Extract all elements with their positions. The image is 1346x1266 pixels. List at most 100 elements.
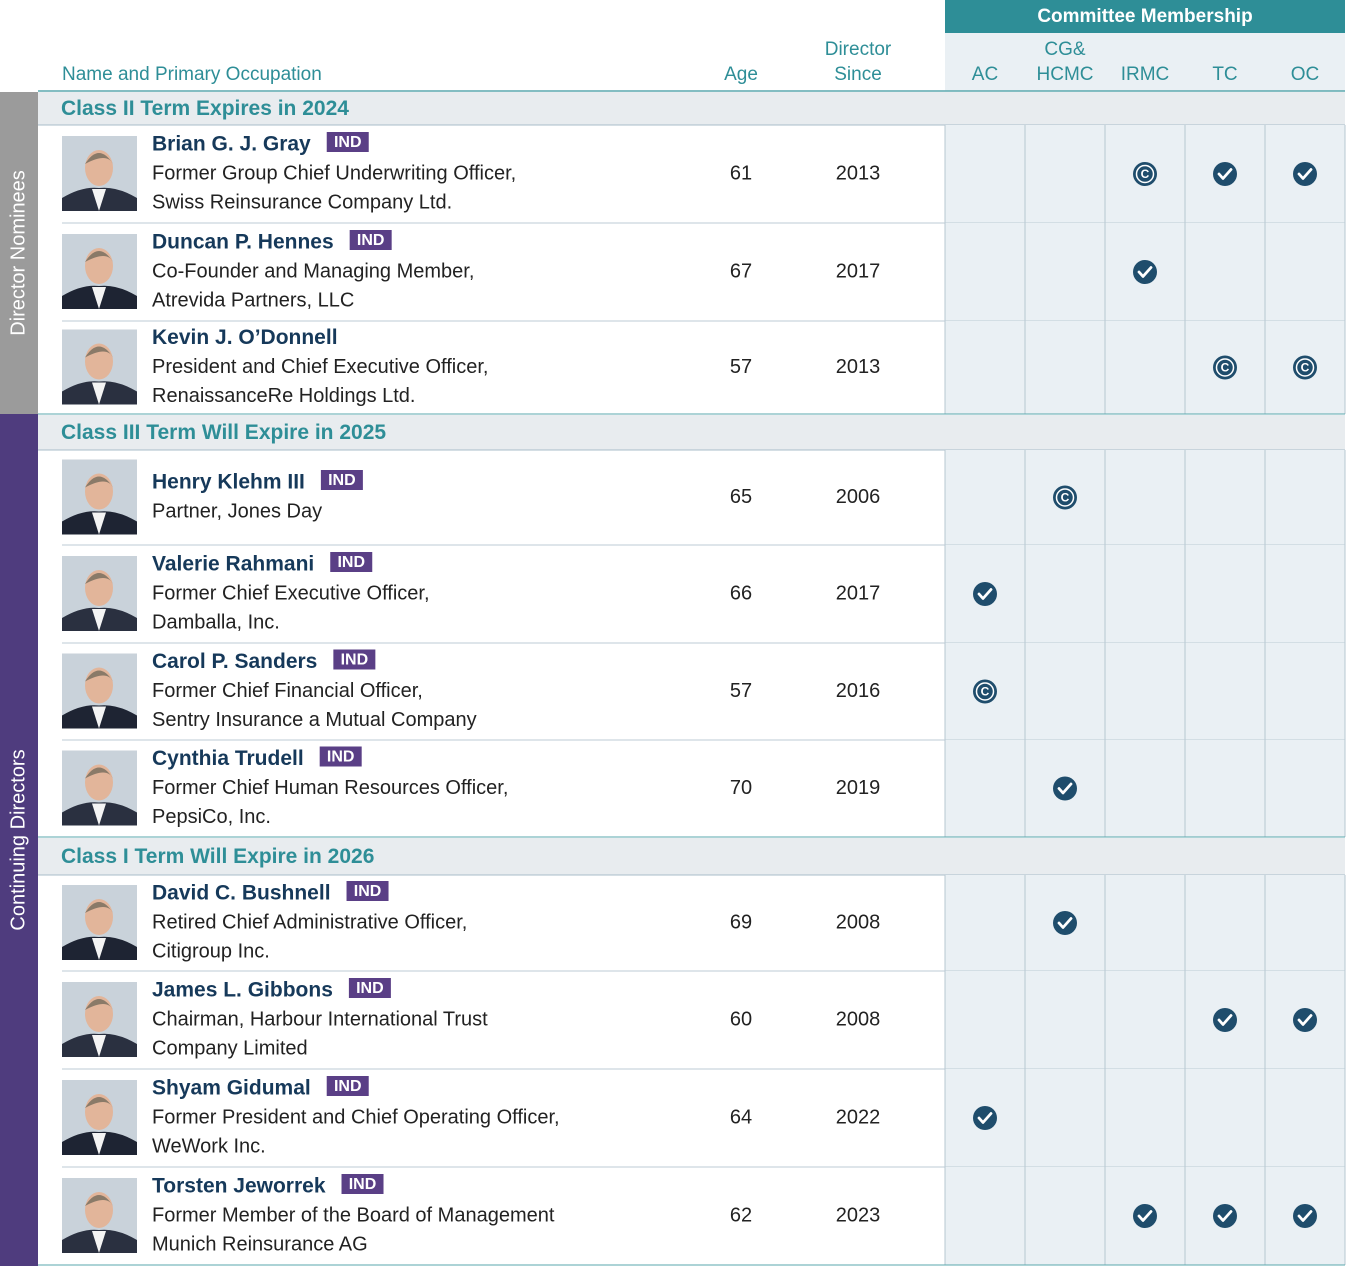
occupation: Former Chief Human Resources Officer, [152,777,508,799]
check [1297,1014,1313,1026]
member-icon [1133,1204,1157,1228]
director-photo [62,750,137,826]
photo-hair [85,153,113,164]
committee-band [945,0,1345,33]
committee-cells [945,1069,1345,1167]
photo-hair [85,670,113,682]
occupation: Former Chief Executive Officer, [152,582,430,604]
committee-header: AC [972,64,998,85]
age: 70 [730,777,752,799]
chair-icon: C [1133,162,1157,186]
member-icon [1053,911,1077,935]
committee-header: HCMC [1037,64,1094,85]
chair-icon: C [1053,485,1077,510]
occupation: President and Chief Executive Officer, [152,356,488,378]
age: 62 [730,1204,752,1226]
member-icon [1213,162,1237,186]
age: 64 [730,1106,752,1128]
check [1297,168,1313,180]
badge: IND [349,1176,377,1193]
committee-cells [945,875,1345,971]
director-name: Shyam Gidumal [152,1077,311,1100]
director-since: 2022 [836,1106,881,1128]
since-header: Director [825,39,892,60]
photo-shirt [92,1231,106,1253]
section-title: Class I Term Will Expire in 2026 [61,845,374,868]
committee-cells [945,321,1345,414]
age: 65 [730,486,752,508]
icon-circle [1133,260,1157,284]
director-since: 2013 [836,356,881,378]
committee-cells [945,740,1345,837]
director-since: 2013 [836,162,881,184]
badge-bg [326,132,369,152]
badge-bg [319,746,362,767]
photo-shirt [92,382,106,405]
director-photo [62,982,137,1057]
occupation: Chairman, Harbour International Trust [152,1008,488,1030]
since-header: Since [834,64,882,85]
icon-ring [975,682,995,701]
age-header: Age [724,64,758,85]
director-photo [62,234,137,309]
badge: IND [341,652,369,669]
side-label: Director Nominees [7,170,29,336]
committee-cells [945,450,1345,545]
member-icon [1133,260,1157,284]
icon-circle [1293,1008,1317,1032]
badge-bg [333,649,376,670]
director-since: 2017 [836,582,881,604]
icon-ring [1295,358,1315,377]
badge-bg [346,881,389,901]
director-photo [62,1080,137,1155]
icon-circle [973,582,997,606]
director-photo [62,1178,137,1253]
icon-circle [1053,911,1077,935]
check [977,1112,993,1124]
chair-icon: C [973,679,997,704]
chair-icon: C [1293,355,1317,380]
photo-shirt [92,938,106,960]
icon-circle [1293,1204,1317,1228]
photo-shirt [92,803,106,826]
section-title: Class III Term Will Expire in 2025 [61,421,386,444]
member-icon [1293,1008,1317,1032]
occupation: Sentry Insurance a Mutual Company [152,709,477,731]
icon-circle [1133,1204,1157,1228]
director-name: Henry Klehm III [152,471,305,494]
occupation: Former President and Chief Operating Off… [152,1106,560,1128]
director-name: Brian G. J. Gray [152,133,311,156]
icon-ring [1215,358,1235,377]
director-since: 2023 [836,1204,881,1226]
photo-hair [85,346,113,358]
check [1217,1210,1233,1222]
side-band [0,92,38,414]
icon-circle [1213,1204,1237,1228]
check [1057,782,1073,795]
photo-hair [85,1195,113,1206]
chair-letter: C [981,685,990,699]
director-since: 2016 [836,680,881,702]
director-since: 2017 [836,260,881,282]
check [1217,1014,1233,1026]
badge: IND [357,232,385,249]
side-label: Continuing Directors [7,749,29,930]
director-photo [62,653,137,729]
chair-letter: C [1221,361,1230,375]
director-since: 2006 [836,486,881,508]
badge: IND [328,472,356,489]
badge: IND [354,883,382,900]
committee-header: TC [1212,64,1237,85]
director-photo [62,556,137,631]
photo-shirt [92,287,106,309]
icon-circle [973,1106,997,1130]
member-icon [1053,776,1077,801]
photo-hair [85,476,113,488]
director-name: Kevin J. O’Donnell [152,326,338,349]
director-name: David C. Bushnell [152,882,331,905]
occupation: Retired Chief Administrative Officer, [152,911,467,933]
occupation: Former Group Chief Underwriting Officer, [152,162,516,184]
age: 66 [730,582,752,604]
occupation: Citigroup Inc. [152,940,270,962]
